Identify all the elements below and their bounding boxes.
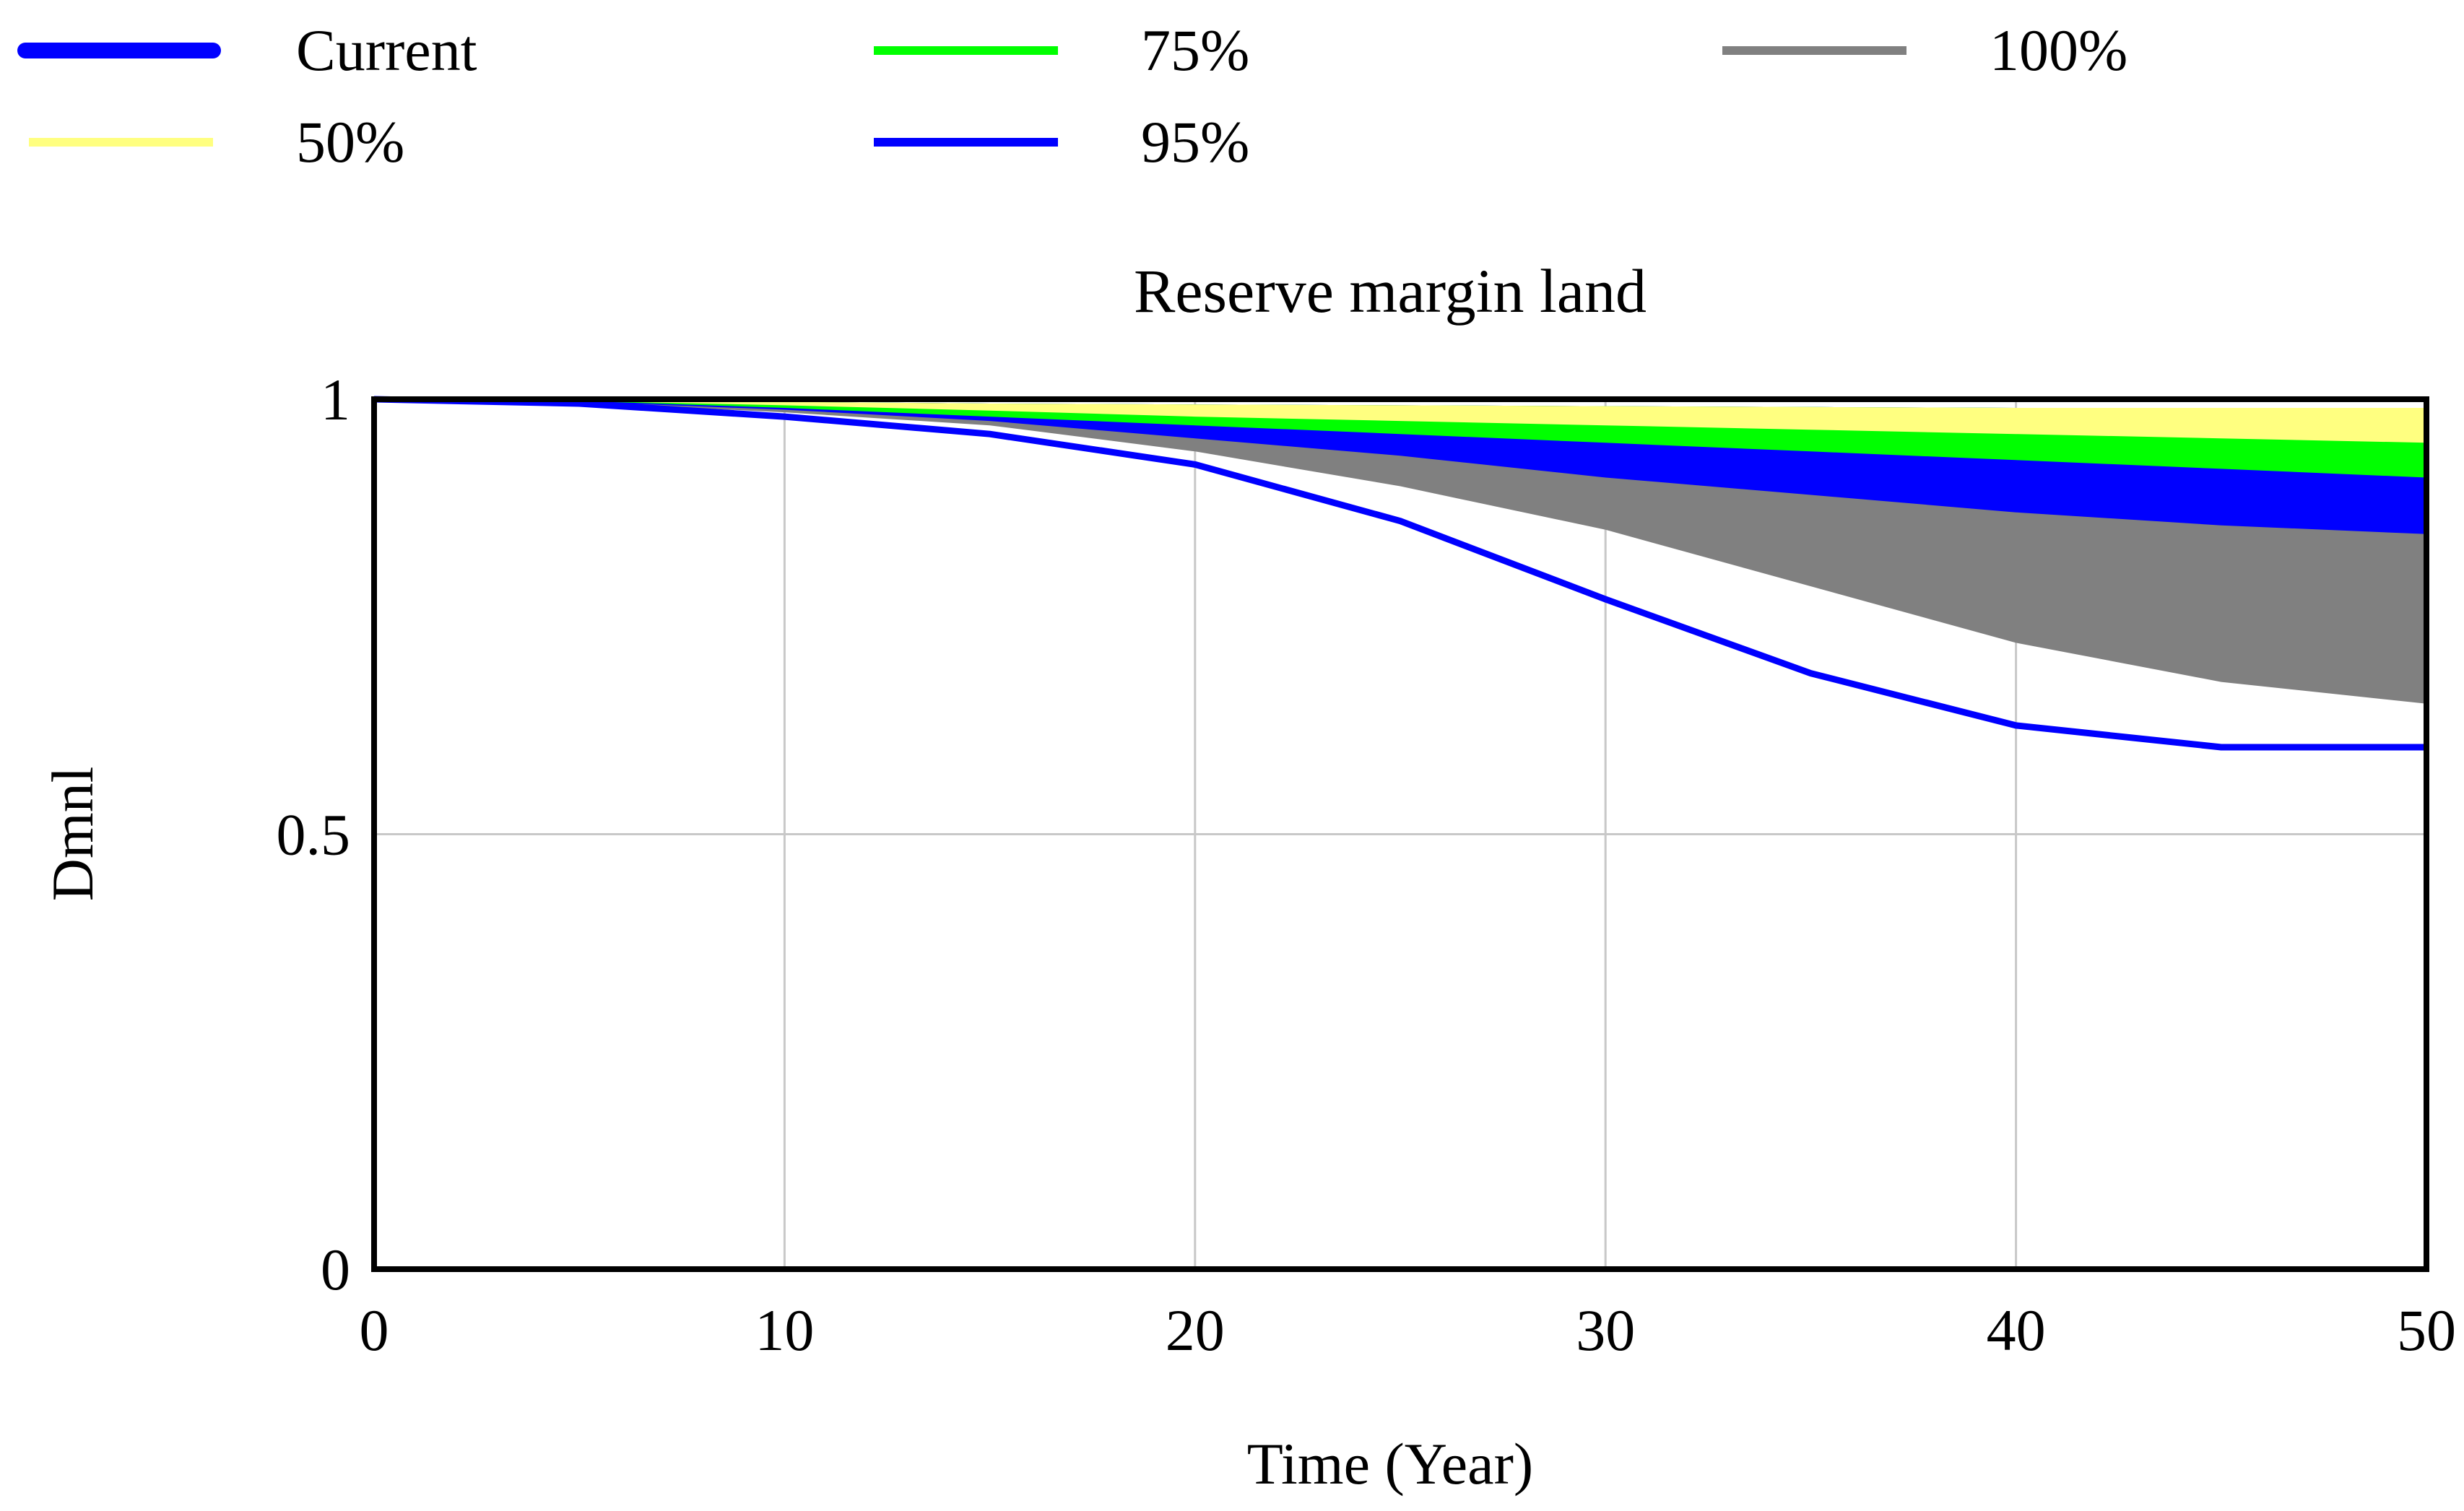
legend-label-100: 100% [1990, 17, 2127, 83]
x-tick-labels: 0 10 20 30 40 50 [360, 1297, 2457, 1363]
plot-frame [371, 396, 2429, 1272]
x-tick-label-3: 30 [1576, 1297, 1635, 1363]
x-tick-label-5: 50 [2397, 1297, 2456, 1363]
legend-label-current: Current [296, 17, 477, 83]
legend-label-95: 95% [1141, 109, 1249, 175]
legend-label-75: 75% [1141, 17, 1249, 83]
band-50 [374, 399, 2426, 443]
y-tick-label-0: 0 [321, 1237, 350, 1302]
x-axis-label: Time (Year) [1247, 1431, 1533, 1497]
legend-label-50: 50% [296, 109, 404, 175]
y-tick-labels: 00.51 [277, 367, 351, 1302]
x-tick-label-1: 10 [755, 1297, 814, 1363]
confidence-bands [374, 399, 2426, 704]
y-axis-label: Dmnl [40, 767, 105, 902]
x-tick-label-0: 0 [360, 1297, 389, 1363]
legend: Current 50% 75% 95% 100% [17, 17, 2127, 175]
x-tick-label-4: 40 [1987, 1297, 2046, 1363]
chart-title: Reserve margin land [1134, 256, 1647, 326]
x-tick-label-2: 20 [1166, 1297, 1225, 1363]
line-current [373, 396, 2426, 751]
y-tick-label-1: 0.5 [277, 802, 351, 868]
y-tick-label-2: 1 [321, 367, 350, 432]
series-lines [373, 396, 2426, 751]
